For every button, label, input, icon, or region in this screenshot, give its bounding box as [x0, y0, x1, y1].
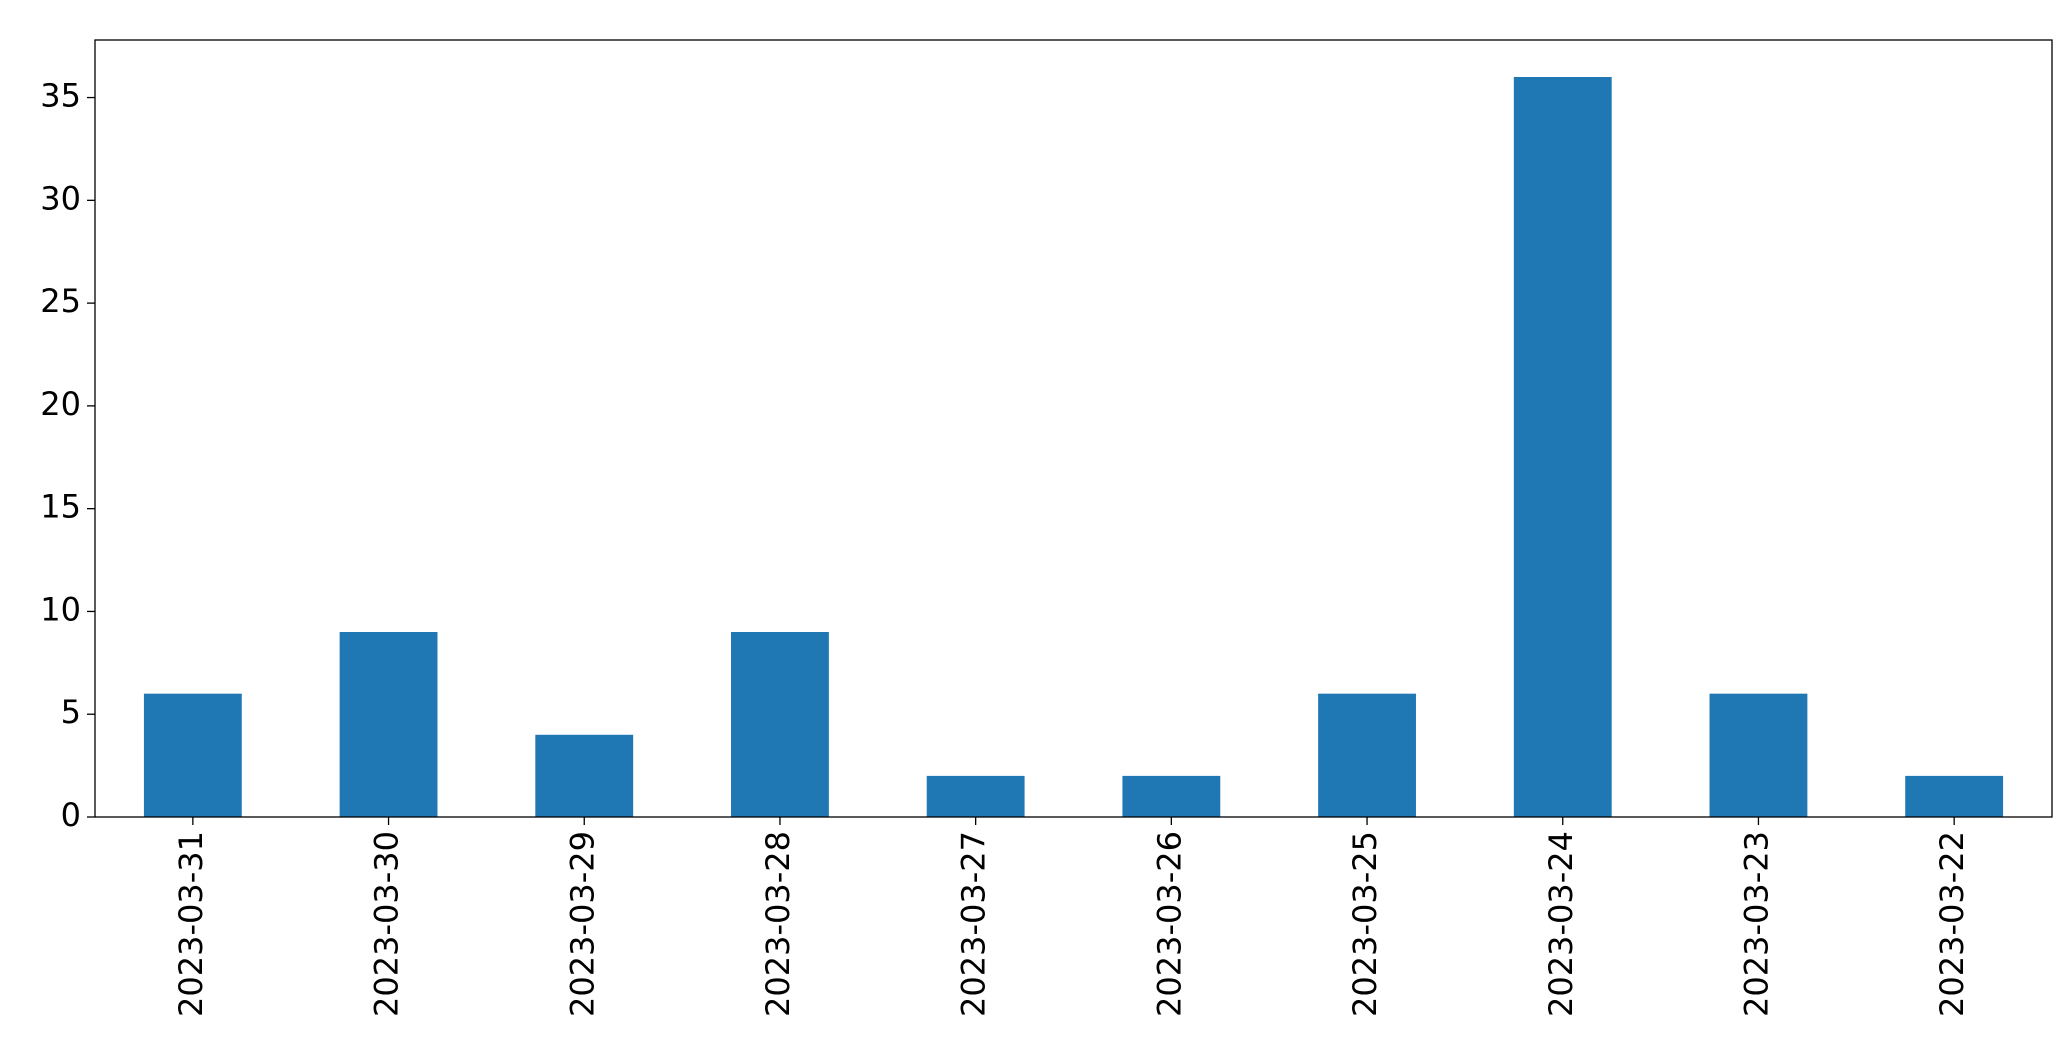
x-tick-label: 2023-03-22 — [1933, 831, 1971, 1017]
plot-frame — [94, 39, 2053, 818]
x-tick-label: 2023-03-26 — [1150, 831, 1188, 1017]
bar — [926, 775, 1025, 817]
x-tick-label: 2023-03-23 — [1737, 831, 1775, 1017]
y-tick-label: 20 — [40, 385, 81, 423]
y-tick-label: 10 — [40, 590, 81, 628]
bar — [1905, 775, 2004, 817]
x-tick-label: 2023-03-24 — [1542, 831, 1580, 1017]
x-tick-label: 2023-03-29 — [563, 831, 601, 1017]
bar — [535, 734, 634, 817]
y-tick-label: 35 — [40, 77, 81, 115]
bar — [1513, 77, 1612, 817]
y-tick-label: 0 — [61, 796, 81, 834]
y-tick-label: 15 — [40, 488, 81, 526]
bar — [339, 632, 438, 817]
x-tick-label: 2023-03-25 — [1346, 831, 1384, 1017]
bar — [1122, 775, 1221, 817]
bar — [1318, 693, 1416, 817]
x-tick-label: 2023-03-30 — [368, 831, 406, 1017]
x-tick-label: 2023-03-31 — [172, 831, 210, 1017]
y-tick-label: 25 — [40, 282, 81, 320]
bar — [143, 693, 242, 817]
x-tick-label: 2023-03-27 — [955, 831, 993, 1017]
x-tick-label: 2023-03-28 — [759, 831, 797, 1017]
bar — [1709, 693, 1808, 817]
bar — [731, 632, 829, 817]
y-tick-label: 5 — [61, 693, 81, 731]
y-tick-label: 30 — [40, 179, 81, 217]
